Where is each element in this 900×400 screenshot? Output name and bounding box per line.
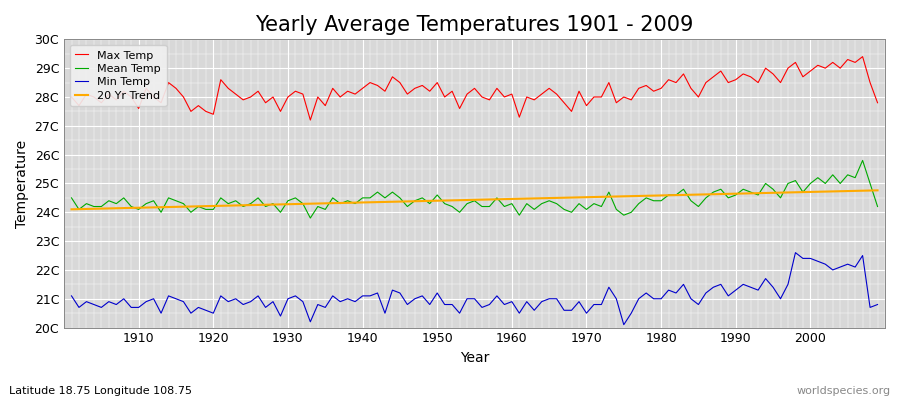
Mean Temp	[514, 213, 525, 218]
Min Temp	[290, 294, 301, 298]
Title: Yearly Average Temperatures 1901 - 2009: Yearly Average Temperatures 1901 - 2009	[256, 15, 694, 35]
20 Yr Trend	[335, 200, 346, 205]
Min Temp	[499, 302, 509, 307]
Min Temp	[596, 302, 607, 307]
Line: 20 Yr Trend: 20 Yr Trend	[71, 190, 878, 209]
Max Temp	[507, 92, 517, 96]
Max Temp	[857, 54, 868, 59]
Max Temp	[872, 100, 883, 105]
20 Yr Trend	[872, 188, 883, 193]
Mean Temp	[126, 204, 137, 209]
Min Temp	[872, 302, 883, 307]
Line: Max Temp: Max Temp	[71, 57, 878, 120]
Text: worldspecies.org: worldspecies.org	[796, 386, 891, 396]
20 Yr Trend	[596, 194, 607, 199]
Mean Temp	[872, 204, 883, 209]
Max Temp	[604, 80, 615, 85]
Max Temp	[126, 94, 137, 99]
X-axis label: Year: Year	[460, 351, 490, 365]
Max Temp	[342, 89, 353, 94]
Mean Temp	[857, 158, 868, 163]
20 Yr Trend	[499, 197, 509, 202]
Line: Mean Temp: Mean Temp	[71, 160, 878, 218]
Mean Temp	[66, 196, 77, 200]
Mean Temp	[290, 196, 301, 200]
Min Temp	[618, 322, 629, 327]
20 Yr Trend	[66, 207, 77, 212]
Mean Temp	[507, 201, 517, 206]
Mean Temp	[305, 216, 316, 220]
20 Yr Trend	[507, 196, 517, 201]
Min Temp	[790, 250, 801, 255]
Line: Min Temp: Min Temp	[71, 253, 878, 325]
Max Temp	[305, 118, 316, 122]
Max Temp	[514, 115, 525, 120]
Min Temp	[126, 305, 137, 310]
Max Temp	[290, 89, 301, 94]
Mean Temp	[342, 198, 353, 203]
Min Temp	[507, 299, 517, 304]
Y-axis label: Temperature: Temperature	[15, 139, 29, 228]
20 Yr Trend	[290, 202, 301, 206]
Legend: Max Temp, Mean Temp, Min Temp, 20 Yr Trend: Max Temp, Mean Temp, Min Temp, 20 Yr Tre…	[69, 45, 166, 106]
Min Temp	[335, 299, 346, 304]
Mean Temp	[604, 190, 615, 194]
Max Temp	[66, 94, 77, 99]
20 Yr Trend	[126, 206, 137, 210]
Min Temp	[66, 294, 77, 298]
Text: Latitude 18.75 Longitude 108.75: Latitude 18.75 Longitude 108.75	[9, 386, 192, 396]
